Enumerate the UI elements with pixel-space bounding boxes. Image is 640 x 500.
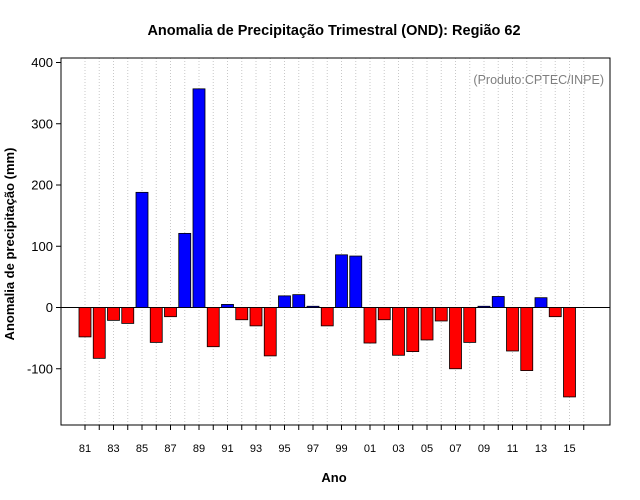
bar-2013 bbox=[534, 297, 548, 308]
bar-2003 bbox=[392, 307, 405, 356]
bar-2001 bbox=[363, 307, 377, 344]
bar-1999 bbox=[335, 254, 348, 308]
x-tick-label: 91 bbox=[221, 443, 233, 455]
x-tick-label: 13 bbox=[535, 443, 547, 455]
bar-1994 bbox=[263, 307, 277, 357]
bar-2007 bbox=[449, 307, 462, 370]
bar-1995 bbox=[278, 295, 291, 308]
source-note: (Produto:CPTEC/INPE) bbox=[473, 73, 604, 87]
bar-1981 bbox=[78, 307, 92, 338]
x-tick-label: 01 bbox=[364, 443, 376, 455]
bar-2000 bbox=[349, 255, 363, 308]
bar-2002 bbox=[377, 307, 391, 321]
x-tick-label: 15 bbox=[563, 443, 575, 455]
bar-2004 bbox=[406, 307, 420, 352]
bar-1989 bbox=[192, 88, 206, 308]
bar-1985 bbox=[135, 191, 149, 308]
bar-1996 bbox=[292, 294, 306, 308]
chart-title: Anomalia de Precipitação Trimestral (OND… bbox=[147, 23, 520, 39]
bar-2009 bbox=[477, 305, 491, 308]
bar-1993 bbox=[249, 307, 263, 327]
vertical-gridlines bbox=[84, 58, 585, 425]
bar-1998 bbox=[320, 307, 334, 327]
bar-1991 bbox=[221, 304, 234, 308]
bar-2008 bbox=[463, 307, 477, 343]
x-tick-label: 85 bbox=[136, 443, 148, 455]
bar-1997 bbox=[306, 305, 320, 308]
x-tick-label: 89 bbox=[193, 443, 205, 455]
bar-2014 bbox=[548, 307, 562, 318]
plot-frame bbox=[60, 57, 611, 426]
bar-1988 bbox=[178, 232, 192, 308]
bar-2011 bbox=[506, 307, 519, 352]
bars bbox=[78, 88, 576, 398]
x-tick-label: 81 bbox=[79, 443, 91, 455]
bar-2010 bbox=[491, 296, 505, 308]
bar-2015 bbox=[563, 307, 576, 398]
x-tick-label: 95 bbox=[278, 443, 290, 455]
x-tick-label: 05 bbox=[421, 443, 433, 455]
x-tick-label: 87 bbox=[164, 443, 176, 455]
x-tick-label: 97 bbox=[307, 443, 319, 455]
bar-2006 bbox=[434, 307, 448, 322]
x-tick-label: 11 bbox=[507, 443, 518, 455]
bar-1984 bbox=[121, 307, 135, 324]
x-tick-label: 07 bbox=[449, 443, 461, 455]
bar-1983 bbox=[107, 307, 120, 321]
y-tick-label: -100 bbox=[27, 361, 53, 376]
bar-2012 bbox=[520, 307, 534, 371]
x-tick-label: 09 bbox=[478, 443, 490, 455]
y-tick-label: 300 bbox=[31, 116, 53, 131]
y-tick-label: 400 bbox=[31, 55, 53, 70]
bar-1987 bbox=[164, 307, 177, 318]
x-axis: 81 83 85 87 89 91 93 95 97 99 01 03 05 07 09 11 13 15 bbox=[79, 425, 585, 455]
y-axis-label: Anomalia de precipitação (mm) bbox=[2, 148, 17, 341]
x-axis-label: Ano bbox=[321, 470, 346, 485]
bar-1992 bbox=[235, 307, 249, 321]
bar-1986 bbox=[149, 307, 163, 343]
x-tick-label: 83 bbox=[107, 443, 119, 455]
bar-1990 bbox=[206, 307, 220, 348]
bar-2005 bbox=[420, 307, 434, 341]
y-axis: -100 0 100 200 300 400 bbox=[27, 55, 61, 376]
y-tick-label: 0 bbox=[46, 300, 53, 315]
x-tick-label: 93 bbox=[250, 443, 262, 455]
y-tick-label: 100 bbox=[31, 239, 53, 254]
bar-1982 bbox=[92, 307, 106, 359]
x-tick-label: 99 bbox=[335, 443, 347, 455]
x-tick-label: 03 bbox=[392, 443, 404, 455]
y-tick-label: 200 bbox=[31, 178, 53, 193]
